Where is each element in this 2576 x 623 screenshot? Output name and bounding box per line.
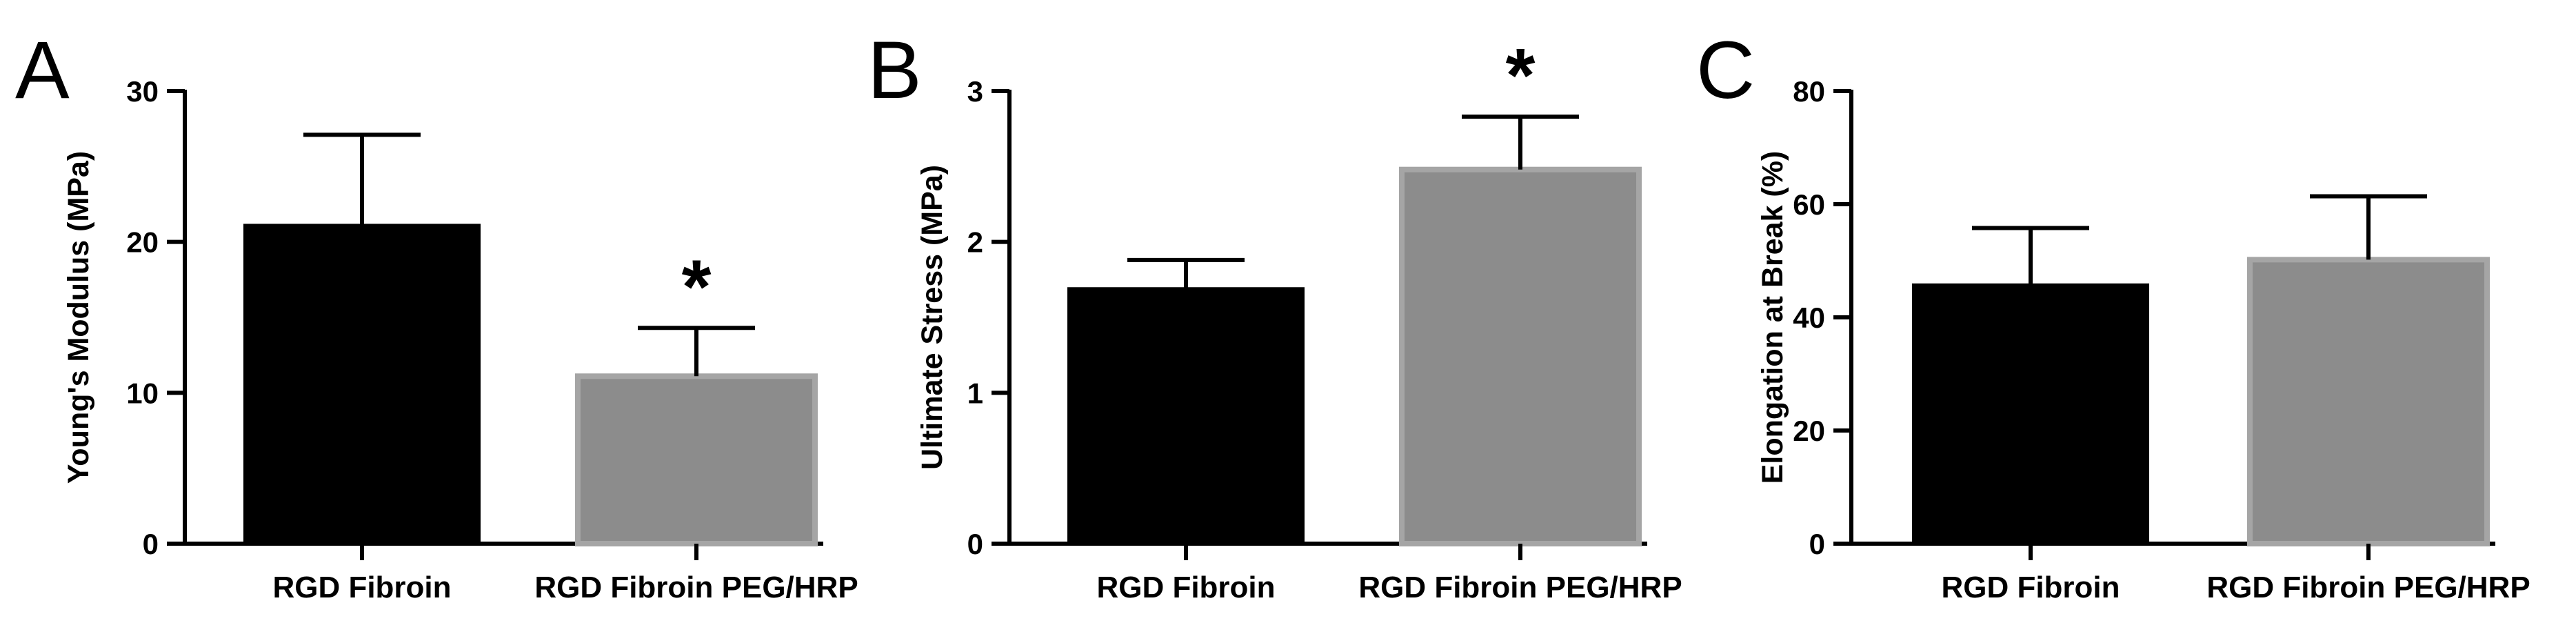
x-tick-label: RGD Fibroin <box>1941 571 2120 604</box>
y-tick-label: 60 <box>1793 188 1825 221</box>
x-tick-label: RGD Fibroin PEG/HRP <box>2206 571 2530 604</box>
chart-panel-a: A Young's Modulus (MPa) 0 10 20 30 RGD Fibroin… <box>15 25 858 604</box>
y-axis-label: Young's Modulus (MPa) <box>62 151 95 484</box>
significance-mark: * <box>1506 33 1536 118</box>
y-tick-label: 3 <box>967 75 983 108</box>
y-tick-label: 20 <box>126 226 159 259</box>
bar <box>1067 287 1305 544</box>
bar <box>243 224 481 544</box>
panel-letter: C <box>1696 25 1755 116</box>
x-tick-label: RGD Fibroin PEG/HRP <box>1358 571 1682 604</box>
bar <box>1912 283 2149 544</box>
y-tick-label: 80 <box>1793 75 1825 108</box>
bar <box>575 373 818 547</box>
y-tick-label: 2 <box>967 226 983 259</box>
chart-panel-c: C Elongation at Break (%) 0 20 40 60 80 RGD Fib… <box>1696 25 2530 604</box>
bar <box>1399 166 1642 546</box>
y-tick-label: 20 <box>1793 415 1825 447</box>
panel-letter: B <box>867 25 922 116</box>
y-tick-label: 0 <box>143 528 159 560</box>
y-tick-label: 10 <box>126 377 159 409</box>
y-tick-label: 0 <box>1809 528 1825 560</box>
y-tick-label: 40 <box>1793 301 1825 334</box>
panel-letter: A <box>15 25 70 116</box>
x-tick-label: RGD Fibroin PEG/HRP <box>534 571 858 604</box>
chart-panel-b: B Ultimate Stress (MPa) 0 1 2 3 RGD Fibroin RGD… <box>867 25 1682 604</box>
y-tick-label: 1 <box>967 377 983 409</box>
y-tick-label: 0 <box>967 528 983 560</box>
x-tick-label: RGD Fibroin <box>1096 571 1275 604</box>
y-axis-label: Elongation at Break (%) <box>1756 151 1789 484</box>
x-tick-label: RGD Fibroin <box>272 571 451 604</box>
y-axis-label: Ultimate Stress (MPa) <box>916 165 949 470</box>
y-tick-label: 30 <box>126 75 159 108</box>
bar <box>2247 257 2490 546</box>
significance-mark: * <box>682 244 712 329</box>
